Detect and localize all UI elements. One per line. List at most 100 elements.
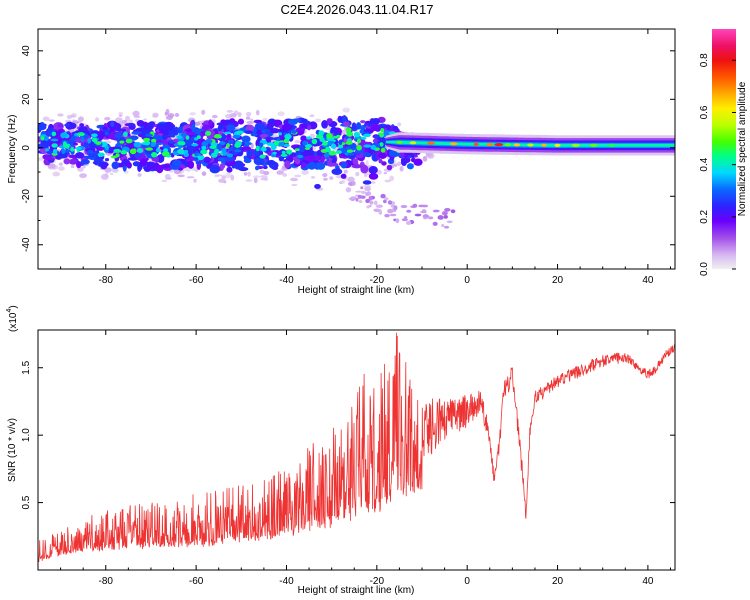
heatmap-blob bbox=[233, 160, 244, 170]
heatmap-haze bbox=[58, 166, 65, 171]
heatmap-blob bbox=[295, 127, 306, 132]
heatmap-tail-blob bbox=[421, 209, 427, 212]
heatmap-haze bbox=[58, 162, 63, 166]
heatmap-blob bbox=[40, 139, 50, 149]
heatmap-haze bbox=[124, 115, 131, 121]
heatmap-core bbox=[226, 153, 234, 158]
heatmap-haze bbox=[364, 172, 368, 178]
heatmap-core bbox=[356, 138, 362, 144]
heatmap-haze bbox=[377, 169, 382, 175]
heatmap-haze bbox=[225, 172, 232, 179]
heatmap-core bbox=[133, 141, 142, 148]
heatmap-core bbox=[380, 128, 385, 133]
heatmap-blob bbox=[314, 183, 321, 189]
heatmap-haze bbox=[164, 111, 168, 116]
heatmap-blob bbox=[351, 164, 362, 169]
heatmap-core bbox=[325, 146, 330, 153]
heatmap-tail-blob bbox=[403, 215, 408, 221]
heatmap-blob bbox=[368, 172, 379, 180]
heatmap-blob bbox=[406, 163, 414, 170]
heatmap-blob bbox=[169, 133, 176, 138]
heatmap-tail-blob bbox=[365, 192, 369, 197]
x-tick-label: 20 bbox=[552, 275, 564, 286]
x-tick-label: 40 bbox=[642, 576, 654, 587]
heatmap-core bbox=[234, 149, 242, 153]
heatmap-blob bbox=[183, 138, 194, 147]
heatmap-blob bbox=[187, 160, 195, 169]
heatmap-core bbox=[245, 142, 252, 146]
heatmap-hotspot bbox=[449, 142, 458, 146]
snr-series-line bbox=[38, 332, 675, 563]
heatmap-haze bbox=[245, 179, 253, 182]
heatmap-haze bbox=[79, 116, 84, 122]
heatmap-blob bbox=[214, 156, 219, 163]
snr-panel: -80 -60 -40 -20 0 20 40 0.5 1.0 1.5 Height of st… bbox=[6, 305, 676, 596]
heatmap-blob bbox=[378, 158, 383, 164]
heatmap-haze bbox=[143, 118, 148, 121]
heatmap-blob bbox=[68, 158, 78, 165]
heatmap-haze bbox=[246, 120, 255, 125]
x-tick-label: 0 bbox=[464, 576, 470, 587]
heatmap-blob bbox=[154, 156, 159, 163]
heatmap-hotspot bbox=[486, 142, 494, 147]
heatmap-haze bbox=[104, 116, 111, 121]
heatmap-core bbox=[115, 153, 120, 158]
heatmap-blob bbox=[38, 143, 43, 150]
heatmap-haze bbox=[186, 169, 191, 172]
heatmap-core bbox=[209, 145, 217, 149]
heatmap-tail-blob bbox=[366, 205, 371, 209]
heatmap-haze bbox=[397, 122, 402, 127]
heatmap-haze bbox=[230, 174, 235, 181]
heatmap-haze bbox=[42, 116, 50, 121]
heatmap-tail-blob bbox=[405, 220, 412, 226]
heatmap-blob bbox=[351, 122, 357, 130]
heatmap-core bbox=[389, 131, 396, 135]
heatmap-core bbox=[70, 147, 75, 152]
heatmap-haze bbox=[383, 172, 387, 175]
heatmap-core bbox=[345, 140, 353, 145]
heatmap-haze bbox=[118, 112, 124, 115]
heatmap-core bbox=[119, 140, 125, 144]
heatmap-core bbox=[338, 139, 343, 146]
heatmap-blob bbox=[326, 118, 333, 124]
heatmap-core bbox=[178, 144, 183, 149]
heatmap-core bbox=[363, 144, 372, 148]
heatmap-haze bbox=[343, 169, 348, 174]
snr-y-multiplier: (x104) bbox=[6, 305, 19, 332]
heatmap-core bbox=[114, 133, 122, 139]
heatmap-haze bbox=[189, 112, 197, 116]
heatmap-blob bbox=[209, 164, 221, 174]
heatmap-tail-blob bbox=[412, 203, 418, 208]
heatmap-hotspot bbox=[396, 140, 403, 144]
heatmap-haze bbox=[152, 112, 159, 117]
x-tick-label: -60 bbox=[189, 576, 204, 587]
heatmap-blob bbox=[156, 123, 168, 131]
heatmap-haze bbox=[422, 155, 428, 162]
heatmap-haze bbox=[57, 113, 64, 117]
heatmap-blob bbox=[386, 164, 393, 171]
heatmap-haze bbox=[52, 171, 61, 177]
heatmap-tail-blob bbox=[384, 213, 390, 218]
snr-x-label: Height of straight line (km) bbox=[298, 585, 415, 596]
heatmap-core bbox=[120, 150, 127, 155]
heatmap-blob bbox=[294, 158, 301, 165]
heatmap-core bbox=[346, 131, 354, 137]
heatmap-blob bbox=[110, 121, 115, 127]
heatmap-core bbox=[326, 132, 333, 139]
colorbar-tick-label: 0.6 bbox=[699, 105, 710, 119]
heatmap-core bbox=[52, 148, 58, 154]
heatmap-tail-blob bbox=[432, 221, 438, 226]
heatmap-core bbox=[87, 149, 94, 155]
heatmap-haze bbox=[137, 173, 142, 177]
heatmap-core bbox=[195, 152, 201, 156]
heatmap-core bbox=[222, 151, 228, 156]
heatmap-blob bbox=[301, 118, 308, 123]
heatmap-tail-blob bbox=[444, 207, 451, 212]
heatmap-blob bbox=[320, 156, 325, 164]
heatmap-blob bbox=[226, 166, 233, 173]
heatmap-blob bbox=[393, 125, 399, 131]
heatmap-haze bbox=[264, 176, 268, 182]
heatmap-blob bbox=[58, 153, 68, 159]
heatmap-core bbox=[60, 132, 67, 139]
